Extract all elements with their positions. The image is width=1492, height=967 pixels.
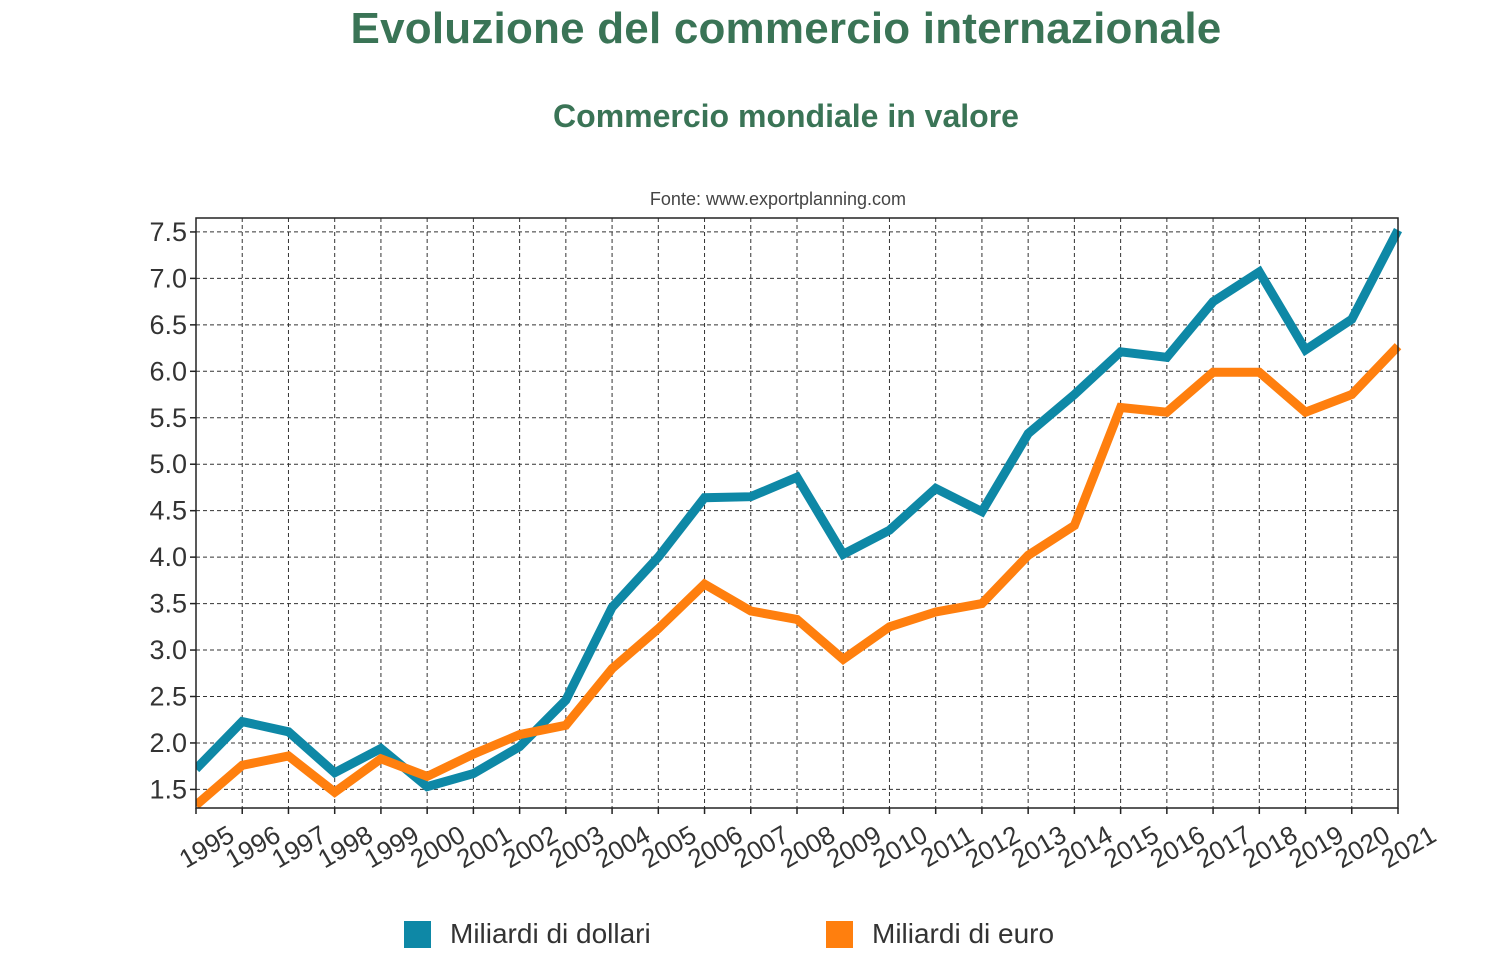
series-lines: [196, 228, 1402, 809]
legend-swatch-euro: [826, 920, 853, 948]
legend-label-euro: Miliardi di euro: [872, 918, 1055, 949]
y-tick-label: 6.0: [149, 356, 187, 386]
y-tick-label: 4.0: [149, 542, 187, 572]
y-tick-label: 7.5: [149, 217, 187, 247]
legend: Miliardi di dollari Miliardi di euro: [0, 918, 1492, 958]
grid: [196, 218, 1398, 808]
legend-label-dollari: Miliardi di dollari: [450, 918, 651, 949]
x-tick-label: 2021: [1376, 819, 1441, 874]
chart-source: Fonte: www.exportplanning.com: [649, 189, 907, 209]
y-tick-label: 3.5: [149, 589, 187, 619]
y-tick-label: 2.5: [149, 682, 187, 712]
legend-item-dollari: Miliardi di dollari: [404, 918, 651, 950]
series-line-euro: [196, 343, 1402, 809]
y-tick-label: 1.5: [149, 774, 187, 804]
y-axis-ticks: 1.5 2.0 2.5 3.0 3.5 4.0 4.5 5.0 5.5 6.0 6.5 7.0 7.5: [149, 217, 196, 804]
legend-item-euro: Miliardi di euro: [826, 918, 1054, 950]
y-tick-label: 7.0: [149, 263, 187, 293]
chart-subtitle: Commercio mondiale in valore: [553, 98, 1019, 134]
y-tick-label: 5.5: [149, 403, 187, 433]
y-tick-label: 4.5: [149, 496, 187, 526]
y-tick-label: 3.0: [149, 635, 187, 665]
chart-title: Evoluzione del commercio internazionale: [350, 4, 1222, 53]
y-tick-label: 5.0: [149, 449, 187, 479]
x-axis-ticks: 1995199619971998199920002001200220032004…: [174, 808, 1441, 874]
y-tick-label: 2.0: [149, 728, 187, 758]
legend-swatch-dollari: [404, 920, 431, 948]
y-tick-label: 6.5: [149, 310, 187, 340]
